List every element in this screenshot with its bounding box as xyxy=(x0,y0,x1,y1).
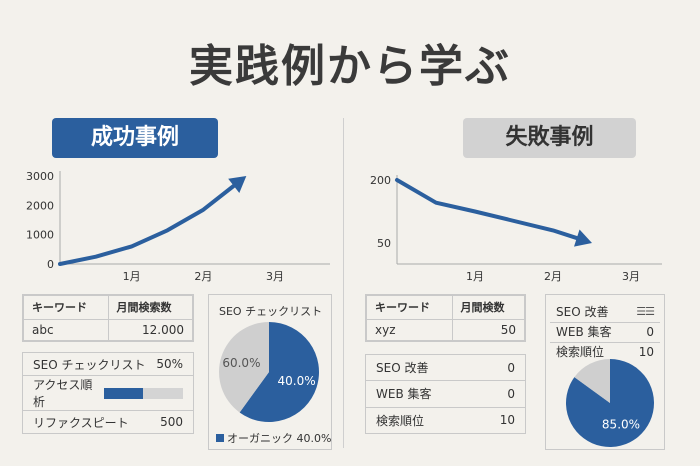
y-tick-label: 3000 xyxy=(26,170,54,183)
summary-title: SEO 改善 xyxy=(556,304,609,319)
arrow-head xyxy=(574,229,592,247)
series-line xyxy=(395,178,579,241)
summary-value: 0 xyxy=(646,324,654,339)
metric-value: 0 xyxy=(507,386,515,401)
metric-row: WEB 集客 0 xyxy=(366,380,525,406)
pie-slice-label: 85.0% xyxy=(602,418,640,432)
metric-value: 50% xyxy=(156,357,183,371)
failure-line-chart: 200 50 1月 2月 3月 xyxy=(370,174,662,283)
x-tick-label: 1月 xyxy=(123,270,141,283)
metric-label: SEO 改善 xyxy=(376,361,429,376)
metric-row: リファクスピート 500 xyxy=(23,410,193,433)
y-tick-label: 2000 xyxy=(26,199,54,212)
search-volume-cell: 12.000 xyxy=(107,318,193,342)
pie-slice-label: 40.0% xyxy=(278,374,316,388)
legend-label: オーガニック 40.0% xyxy=(227,432,332,445)
y-tick-label: 1000 xyxy=(26,229,54,242)
summary-value: 10 xyxy=(638,344,654,359)
x-tick-label: 3月 xyxy=(266,270,284,283)
metric-value: 10 xyxy=(499,413,515,428)
access-progress-fill xyxy=(103,387,144,399)
y-tick-label: 200 xyxy=(370,174,391,187)
y-tick-label: 50 xyxy=(377,237,391,250)
success-badge: 成功事例 xyxy=(52,118,218,158)
pie-slice xyxy=(219,322,269,413)
metric-label: 検索順位 xyxy=(376,413,425,428)
metric-row: 検索順位 10 xyxy=(366,406,525,433)
metric-row: SEO チェックリスト 50% xyxy=(23,353,193,375)
keyword-header: キーワード xyxy=(366,295,453,320)
arrow-head xyxy=(228,176,247,193)
keyword-header: キーワード xyxy=(23,295,109,320)
failure-pie-chart: 85.0% xyxy=(566,359,654,447)
pie-slice xyxy=(239,322,319,422)
legend-swatch xyxy=(216,434,224,442)
failure-keyword-table: キーワード 月間検数 xyz 50 xyxy=(365,294,526,342)
page-title: 実践例から学ぶ xyxy=(189,41,511,92)
y-tick-label: 0 xyxy=(47,258,54,271)
metric-label: SEO チェックリスト xyxy=(33,357,146,372)
summary-row: 検索順位 10 xyxy=(550,342,660,360)
menu-icon: ☰☰ xyxy=(636,304,655,318)
success-line-chart: 0 1000 2000 3000 1月 2月 3月 xyxy=(26,170,330,283)
x-tick-label: 3月 xyxy=(622,270,640,283)
metric-row: SEO 改善 0 xyxy=(366,355,525,380)
x-tick-label: 1月 xyxy=(466,270,484,283)
series-line xyxy=(58,183,236,266)
summary-title-row: SEO 改善 ☰☰ xyxy=(550,302,660,320)
search-volume-header: 月間検数 xyxy=(451,295,526,320)
failure-metrics-list: SEO 改善 0 WEB 集客 0 検索順位 10 xyxy=(365,354,526,434)
summary-row: WEB 集客 0 xyxy=(550,322,660,340)
pie-slice-label: 60.0% xyxy=(222,356,260,370)
access-progress-bar xyxy=(103,387,183,399)
metric-label: アクセス順析 xyxy=(33,378,93,409)
x-tick-label: 2月 xyxy=(544,270,562,283)
search-volume-cell: 50 xyxy=(451,318,526,342)
failure-badge: 失敗事例 xyxy=(463,118,636,158)
metric-label: リファクスピート xyxy=(33,415,129,430)
search-volume-header: 月間検索数 xyxy=(107,295,193,320)
pie-title: SEO チェックリスト xyxy=(219,305,323,318)
divider xyxy=(343,118,344,448)
pie-legend: オーガニック 40.0% xyxy=(216,430,331,446)
keyword-cell: xyz xyxy=(366,318,453,342)
success-metrics-list: SEO チェックリスト 50% アクセス順析 リファクスピート 500 xyxy=(22,352,194,434)
success-keyword-table: キーワード 月間検索数 abc 12.000 xyxy=(22,294,194,342)
summary-label: WEB 集客 xyxy=(556,325,612,339)
success-pie-chart: 40.0% 60.0% xyxy=(219,322,319,422)
metric-row: アクセス順析 xyxy=(23,375,193,410)
metric-value: 500 xyxy=(160,415,183,429)
pie-slice xyxy=(574,359,610,403)
metric-value: 0 xyxy=(507,360,515,375)
keyword-cell: abc xyxy=(23,318,109,342)
x-tick-label: 2月 xyxy=(194,270,212,283)
summary-label: 検索順位 xyxy=(556,345,605,359)
metric-label: WEB 集客 xyxy=(376,387,432,402)
